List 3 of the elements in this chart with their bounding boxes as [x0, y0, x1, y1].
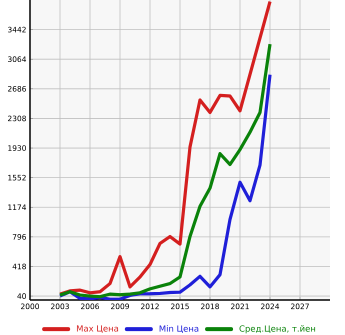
legend-label: Сред.Цена, т.йен — [240, 325, 316, 334]
legend-label: Max Цена — [76, 325, 118, 333]
legend-label: Min Цена — [160, 325, 198, 333]
